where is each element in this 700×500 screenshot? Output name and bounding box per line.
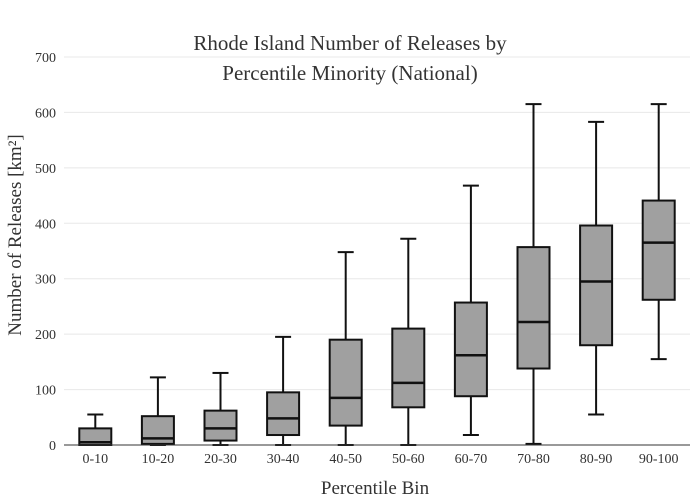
box-10-20	[140, 376, 175, 446]
box-50-60	[391, 237, 426, 446]
x-tick-label: 70-80	[517, 452, 550, 467]
box-20-30	[203, 371, 238, 446]
iqr-box	[140, 415, 175, 445]
y-tick-label: 300	[35, 273, 56, 288]
x-tick-label: 90-100	[639, 452, 679, 467]
y-tick-label: 600	[35, 106, 56, 121]
x-tick-label: 60-70	[455, 452, 488, 467]
x-tick-label: 30-40	[267, 452, 300, 467]
iqr-box	[266, 391, 301, 437]
chart-title-line-2: Percentile Minority (National)	[222, 61, 477, 85]
box-80-90	[579, 120, 614, 416]
boxes	[78, 103, 676, 446]
y-tick-label: 0	[49, 439, 56, 454]
y-axis-label: Number of Releases [km²]	[5, 134, 26, 335]
y-tick-labels: 0 100 200 300 400 500 600 700	[35, 51, 56, 454]
iqr-box	[516, 246, 551, 370]
y-tick-label: 400	[35, 217, 56, 232]
x-tick-label: 50-60	[392, 452, 425, 467]
iqr-box	[391, 327, 426, 409]
iqr-box	[453, 301, 488, 398]
y-tick-label: 200	[35, 328, 56, 343]
iqr-box	[203, 409, 238, 442]
iqr-box	[579, 224, 614, 347]
y-tick-label: 500	[35, 162, 56, 177]
box-60-70	[453, 184, 488, 437]
iqr-box	[641, 199, 676, 301]
gridlines	[64, 56, 690, 391]
y-tick-label: 100	[35, 384, 56, 399]
box-90-100	[641, 103, 676, 361]
box-70-80	[516, 103, 551, 445]
x-tick-label: 20-30	[204, 452, 237, 467]
x-tick-label: 10-20	[142, 452, 175, 467]
chart-title-line-1: Rhode Island Number of Releases by	[193, 31, 507, 55]
y-tick-label: 700	[35, 51, 56, 66]
x-tick-label: 40-50	[329, 452, 362, 467]
x-tick-labels: 0-10 10-20 20-30 30-40 40-50 50-60 60-70 70-80 8…	[82, 452, 678, 467]
x-tick-label: 80-90	[580, 452, 613, 467]
iqr-box	[328, 338, 363, 427]
box-40-50	[328, 251, 363, 446]
x-axis-label: Percentile Bin	[321, 478, 430, 499]
box-0-10	[78, 413, 113, 446]
box-30-40	[266, 335, 301, 446]
x-tick-label: 0-10	[82, 452, 108, 467]
